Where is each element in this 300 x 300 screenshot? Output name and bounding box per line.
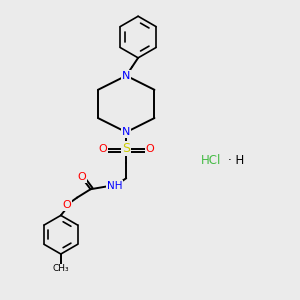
Text: O: O (62, 200, 71, 210)
Text: N: N (122, 71, 130, 81)
Text: O: O (98, 143, 107, 154)
Text: N: N (122, 127, 130, 137)
Text: NH: NH (106, 181, 122, 191)
Text: HCl: HCl (201, 154, 221, 167)
Text: O: O (146, 143, 154, 154)
Text: CH₃: CH₃ (52, 264, 69, 273)
Text: O: O (77, 172, 86, 182)
Text: S: S (122, 142, 130, 155)
Text: · H: · H (228, 154, 244, 167)
